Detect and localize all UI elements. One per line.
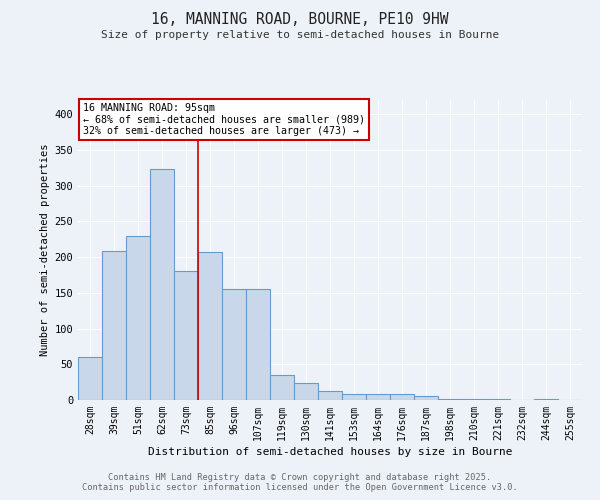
Bar — [198, 252, 222, 400]
Bar — [78, 357, 102, 400]
Bar — [246, 290, 270, 400]
Bar — [414, 396, 438, 400]
Bar — [174, 270, 198, 400]
Y-axis label: Number of semi-detached properties: Number of semi-detached properties — [40, 144, 50, 356]
Bar — [102, 250, 126, 400]
Text: 16, MANNING ROAD, BOURNE, PE10 9HW: 16, MANNING ROAD, BOURNE, PE10 9HW — [151, 12, 449, 28]
Bar — [342, 394, 366, 400]
Bar — [222, 290, 246, 400]
Bar — [294, 383, 318, 400]
Bar — [366, 394, 390, 400]
Text: Size of property relative to semi-detached houses in Bourne: Size of property relative to semi-detach… — [101, 30, 499, 40]
Bar — [390, 394, 414, 400]
X-axis label: Distribution of semi-detached houses by size in Bourne: Distribution of semi-detached houses by … — [148, 447, 512, 457]
Text: Contains HM Land Registry data © Crown copyright and database right 2025.
Contai: Contains HM Land Registry data © Crown c… — [82, 473, 518, 492]
Bar — [150, 170, 174, 400]
Bar — [126, 236, 150, 400]
Bar — [318, 392, 342, 400]
Bar — [270, 375, 294, 400]
Text: 16 MANNING ROAD: 95sqm
← 68% of semi-detached houses are smaller (989)
32% of se: 16 MANNING ROAD: 95sqm ← 68% of semi-det… — [83, 103, 365, 136]
